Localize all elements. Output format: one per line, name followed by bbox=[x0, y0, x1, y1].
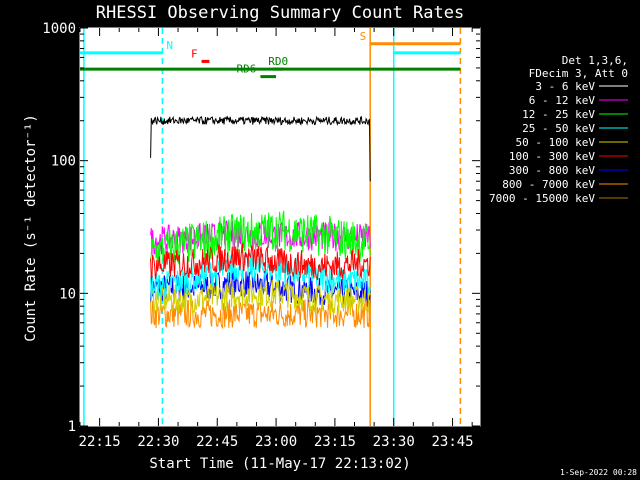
series-line-5 bbox=[150, 243, 371, 281]
chart-title: RHESSI Observing Summary Count Rates bbox=[96, 3, 464, 23]
legend-label-5: 100 - 300 keV bbox=[509, 150, 595, 163]
x-tick-label-3: 23:00 bbox=[255, 434, 297, 450]
y-tick-label-3: 1000 bbox=[42, 21, 76, 37]
legend-label-6: 300 - 800 keV bbox=[509, 164, 595, 177]
flag-label-1: S bbox=[360, 30, 367, 43]
y-tick-label-0: 1 bbox=[68, 419, 76, 435]
plot-area: N S F RD0 RD6 bbox=[80, 28, 462, 426]
y-tick-label-1: 10 bbox=[59, 286, 76, 302]
legend-label-7: 800 - 7000 keV bbox=[502, 178, 595, 191]
axes: 1 10 100 1000 22:15 22:30 22:45 23:00 23:15 23:30… bbox=[42, 21, 480, 450]
flag-label-4: RD0 bbox=[268, 55, 288, 68]
x-tick-label-0: 22:15 bbox=[79, 434, 121, 450]
flag-label-0: N bbox=[166, 39, 173, 52]
series-line-0 bbox=[150, 115, 371, 182]
y-tick-label-2: 100 bbox=[51, 154, 76, 170]
x-tick-label-6: 23:45 bbox=[431, 434, 473, 450]
legend-label-0: 3 - 6 keV bbox=[535, 80, 595, 93]
x-tick-label-5: 23:30 bbox=[373, 434, 415, 450]
y-axis-label: Count Rate (s⁻¹ detector⁻¹) bbox=[23, 114, 39, 342]
footer-timestamp: 1-Sep-2022 00:28 bbox=[560, 468, 637, 477]
legend-header-1: FDecim 3, Att 0 bbox=[529, 67, 628, 80]
series-line-3 bbox=[150, 252, 371, 301]
legend-header-0: Det 1,3,6, bbox=[562, 54, 628, 67]
x-tick-label-2: 22:45 bbox=[196, 434, 238, 450]
series-line-1 bbox=[150, 220, 371, 255]
legend-label-3: 25 - 50 keV bbox=[522, 122, 595, 135]
x-tick-label-4: 23:15 bbox=[314, 434, 356, 450]
legend-label-4: 50 - 100 keV bbox=[516, 136, 596, 149]
legend-label-2: 12 - 25 keV bbox=[522, 108, 595, 121]
x-tick-label-1: 22:30 bbox=[137, 434, 179, 450]
flag-label-3: F bbox=[191, 47, 198, 60]
legend-label-8: 7000 - 15000 keV bbox=[489, 192, 595, 205]
flag-label-5: RD6 bbox=[237, 63, 257, 76]
legend-label-1: 6 - 12 keV bbox=[529, 94, 596, 107]
x-axis-label: Start Time (11-May-17 22:13:02) bbox=[149, 456, 410, 472]
series-line-2 bbox=[150, 210, 371, 266]
